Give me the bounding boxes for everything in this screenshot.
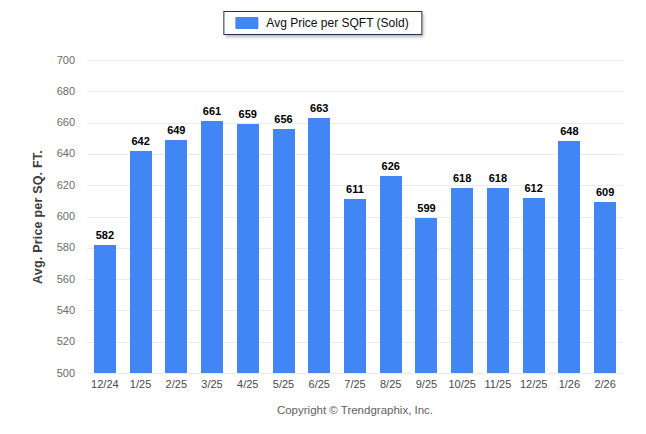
bar-value-label: 642 — [121, 135, 161, 147]
bar-1/26 — [558, 141, 580, 373]
y-tick: 640 — [33, 148, 75, 159]
y-tick: 620 — [33, 180, 75, 191]
x-tick: 4/25 — [228, 379, 268, 390]
bar-9/25 — [415, 218, 437, 373]
x-tick: 6/25 — [299, 379, 339, 390]
plot-area: 5826426496616596566636116265996186186126… — [87, 60, 623, 373]
gridline — [87, 91, 623, 92]
bar-2/26 — [594, 202, 616, 373]
bar-11/25 — [487, 188, 509, 373]
legend: Avg Price per SQFT (Sold) — [223, 11, 422, 35]
bar-value-label: 656 — [264, 113, 304, 125]
bar-value-label: 663 — [299, 102, 339, 114]
bar-value-label: 611 — [335, 183, 375, 195]
bar-8/25 — [380, 176, 402, 373]
bar-value-label: 609 — [585, 186, 625, 198]
x-tick: 3/25 — [192, 379, 232, 390]
legend-swatch-icon — [235, 17, 258, 29]
chart-screenshot: Avg Price per SQFT (Sold) Avg. Price per… — [0, 0, 646, 434]
bar-1/25 — [130, 151, 152, 373]
bar-value-label: 612 — [514, 182, 554, 194]
bar-value-label: 648 — [550, 125, 590, 137]
y-tick: 680 — [33, 86, 75, 97]
bar-6/25 — [308, 118, 330, 373]
bar-4/25 — [237, 124, 259, 373]
gridline — [87, 373, 623, 374]
bar-value-label: 618 — [478, 172, 518, 184]
bar-value-label: 649 — [156, 124, 196, 136]
y-tick: 600 — [33, 211, 75, 222]
x-axis-labels: 12/241/252/253/254/255/256/257/258/259/2… — [87, 379, 623, 394]
x-tick: 1/25 — [121, 379, 161, 390]
y-tick: 560 — [33, 274, 75, 285]
x-tick: 8/25 — [371, 379, 411, 390]
legend-label: Avg Price per SQFT (Sold) — [266, 17, 408, 29]
y-axis-ticks: 500520540560580600620640660680700 — [40, 60, 82, 373]
bar-2/25 — [165, 140, 187, 373]
bar-5/25 — [273, 129, 295, 373]
bar-value-label: 626 — [371, 160, 411, 172]
x-tick: 1/26 — [550, 379, 590, 390]
x-tick: 11/25 — [478, 379, 518, 390]
bar-value-label: 582 — [85, 229, 125, 241]
x-tick: 12/25 — [514, 379, 554, 390]
y-tick: 580 — [33, 242, 75, 253]
bar-value-label: 661 — [192, 105, 232, 117]
bar-7/25 — [344, 199, 366, 373]
x-tick: 12/24 — [85, 379, 125, 390]
bar-value-label: 618 — [442, 172, 482, 184]
bar-value-label: 599 — [407, 202, 447, 214]
x-tick: 10/25 — [442, 379, 482, 390]
bar-12/24 — [94, 245, 116, 373]
y-tick: 700 — [33, 55, 75, 66]
y-tick: 520 — [33, 336, 75, 347]
bar-value-label: 659 — [228, 108, 268, 120]
x-tick: 2/26 — [585, 379, 625, 390]
x-tick: 9/25 — [407, 379, 447, 390]
bar-3/25 — [201, 121, 223, 373]
bar-12/25 — [523, 198, 545, 373]
y-tick: 500 — [33, 368, 75, 379]
gridline — [87, 60, 623, 61]
x-tick: 5/25 — [264, 379, 304, 390]
x-tick: 2/25 — [156, 379, 196, 390]
y-tick: 660 — [33, 117, 75, 128]
bar-10/25 — [451, 188, 473, 373]
x-tick: 7/25 — [335, 379, 375, 390]
copyright-text: Copyright © Trendgraphix, Inc. — [87, 404, 623, 416]
y-tick: 540 — [33, 305, 75, 316]
